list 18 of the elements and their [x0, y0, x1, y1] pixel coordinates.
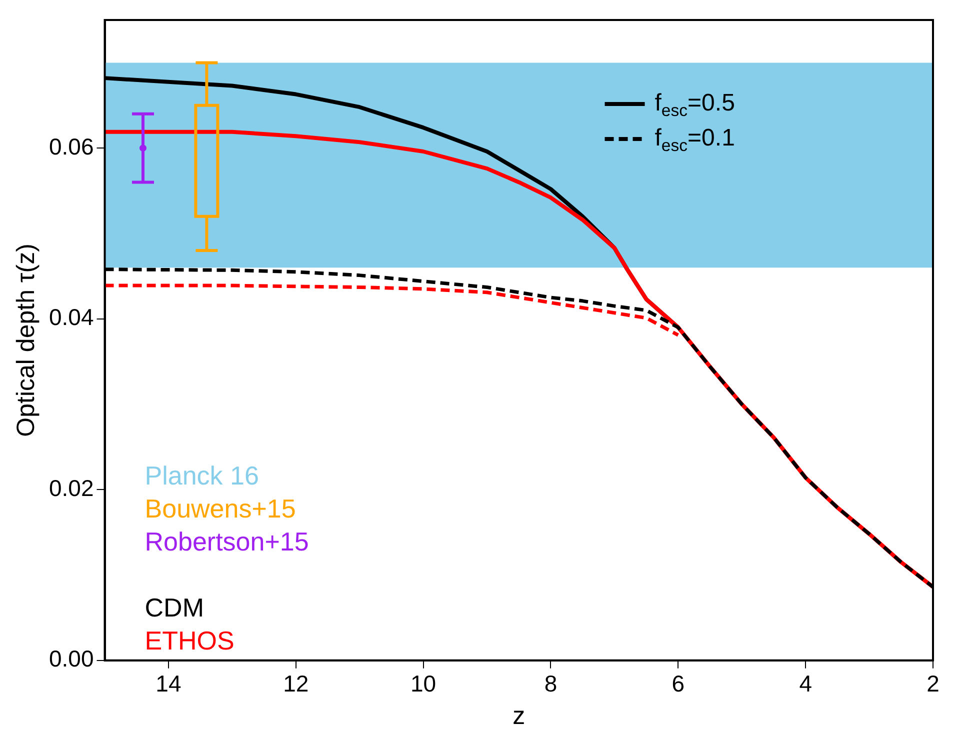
x-tick-label: 4 — [799, 670, 812, 697]
band-label: Planck 16 — [144, 460, 259, 491]
y-tick-label: 0.04 — [49, 304, 94, 330]
x-tick-label: 6 — [672, 670, 685, 697]
x-tick-label: 10 — [410, 670, 436, 697]
text: ETHOS — [144, 626, 234, 656]
y-tick-label: 0.02 — [49, 474, 94, 501]
y-tick-label: 0.00 — [49, 646, 94, 672]
y-tick-label: 0.06 — [49, 133, 94, 160]
x-tick-label: 8 — [544, 670, 558, 697]
text: Robertson+15 — [144, 526, 309, 557]
text: CDM — [144, 592, 204, 623]
text: Bouwens+15 — [144, 494, 296, 524]
x-tick-label: 14 — [156, 670, 182, 697]
x-tick-label: 12 — [283, 670, 309, 697]
y-axis-title: Optical depth τ(z) — [12, 244, 40, 437]
x-axis-title: z — [512, 702, 526, 730]
x-tick-label: 2 — [926, 670, 940, 697]
